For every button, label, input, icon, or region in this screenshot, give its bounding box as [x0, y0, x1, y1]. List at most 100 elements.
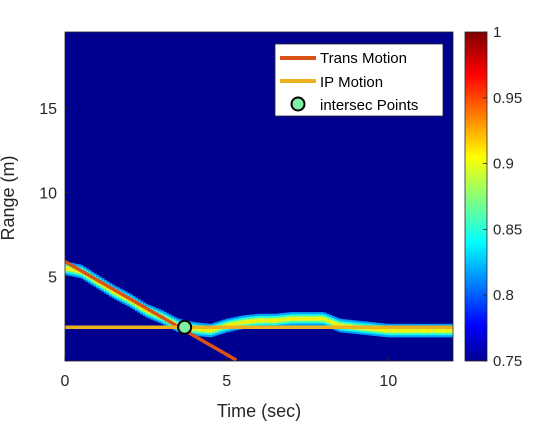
heatmap-cell-141-3 [429, 329, 433, 332]
series-layer [65, 259, 453, 361]
heatmap-cell-100-3 [323, 318, 327, 321]
heatmap-cell-102-3 [328, 320, 333, 323]
heatmap-cell-103-3 [331, 321, 335, 324]
heatmap-cell-73-3 [253, 319, 258, 323]
heatmap-cell-87-3 [290, 317, 294, 321]
heatmap-cell-63-3 [227, 323, 232, 327]
colorbar-tick-label-0: 0.75 [493, 353, 522, 370]
heatmap-cell-51-3 [196, 328, 201, 331]
heatmap-cell-92-3 [302, 317, 307, 321]
heatmap-cell-0-3 [65, 267, 69, 270]
x-tick-label-0: 0 [61, 373, 70, 390]
heatmap-cell-122-3 [380, 328, 384, 332]
heatmap-cell-76-3 [261, 319, 265, 322]
y-axis-ticks: 5 10 15 [39, 101, 69, 287]
heatmap-cell-145-3 [440, 329, 444, 332]
heatmap-cell-101-3 [326, 319, 330, 322]
heatmap-cell-119-3 [372, 327, 376, 331]
colorbar-tick-label-3: 0.9 [493, 156, 514, 173]
heatmap-cell-105-3 [336, 323, 340, 326]
heatmap-cell-67-3 [238, 321, 242, 325]
heatmap-cell-127-3 [393, 329, 397, 332]
heatmap-cell-4-3 [75, 269, 79, 272]
y-tick-label-2: 15 [39, 101, 57, 118]
heatmap-cell-31-3 [145, 309, 149, 312]
heatmap-cell-96-3 [313, 317, 317, 321]
colorbar-tick-label-1: 0.8 [493, 287, 514, 304]
plot-frame [64, 31, 454, 362]
heatmap-cell-128-3 [396, 329, 400, 332]
heatmap-cell-104-3 [334, 322, 338, 325]
legend-intersec-label: intersec Points [320, 97, 418, 114]
heatmap-cell-136-3 [416, 329, 420, 332]
heatmap-cell-130-3 [401, 329, 405, 332]
heatmap-cell-17-3 [108, 288, 113, 291]
heatmap-cell-90-3 [297, 317, 301, 321]
heatmap-cell-65-3 [233, 322, 237, 326]
trans-motion-line [65, 259, 238, 361]
heatmap-cell-121-3 [377, 328, 382, 331]
heatmap-cell-132-3 [406, 329, 410, 332]
heatmap-cell-75-3 [259, 319, 263, 322]
heatmap-cell-77-3 [264, 319, 268, 322]
heatmap-cell-50-3 [194, 327, 198, 331]
heatmap-cell-30-3 [142, 307, 146, 311]
heatmap-cell-144-3 [437, 329, 441, 332]
heatmap-cell-70-3 [246, 320, 250, 323]
heatmap-cell-83-3 [279, 318, 283, 322]
heatmap-cell-19-3 [114, 291, 118, 295]
colorbar-tick-label-2: 0.85 [493, 221, 522, 238]
heatmap-cell-137-3 [419, 329, 423, 332]
colorbar-tick-label-4: 0.95 [493, 90, 522, 107]
heatmap-cell-88-3 [292, 317, 296, 321]
heatmap-cell-78-3 [266, 319, 270, 322]
heatmap-cell-148-3 [447, 329, 452, 332]
heatmap-cell-123-3 [383, 329, 387, 332]
heatmap-cell-56-3 [209, 329, 214, 332]
heatmap-cell-140-3 [427, 329, 431, 332]
y-tick-label-0: 5 [48, 270, 57, 287]
y-tick-label-1: 10 [39, 185, 57, 202]
heatmap-cell-84-3 [282, 318, 286, 321]
heatmap-cell-86-3 [287, 317, 291, 321]
heatmap-cell-72-3 [251, 320, 255, 323]
heatmap-cell-99-3 [321, 317, 325, 321]
heatmap-cell-98-3 [318, 317, 322, 321]
heatmap-cell-143-3 [434, 329, 439, 332]
heatmap-cell-2-3 [70, 268, 74, 271]
heatmap-cell-57-3 [212, 328, 216, 331]
legend-intersec-marker [290, 96, 306, 112]
heatmap-cell-79-3 [269, 319, 273, 322]
heatmap-cell-69-3 [243, 320, 247, 324]
heatmap-cell-120-3 [375, 328, 379, 331]
x-axis-ticks: 0 5 10 [61, 357, 397, 390]
heatmap-cell-131-3 [403, 329, 408, 332]
heatmap-cell-85-3 [284, 318, 289, 321]
heatmap-cell-139-3 [424, 329, 428, 332]
heatmap-cell-134-3 [411, 329, 415, 332]
heatmap-cell-55-3 [207, 329, 211, 332]
heatmap-cell-133-3 [409, 329, 413, 332]
heatmap-cell-52-3 [199, 328, 203, 331]
heatmap-cell-80-3 [271, 319, 276, 322]
colorbar-ticks: 0.75 0.8 0.85 0.9 0.95 1 [483, 24, 522, 370]
heatmap-cell-146-3 [442, 329, 446, 332]
heatmap-cell-68-3 [240, 321, 245, 324]
heatmap-cell-93-3 [305, 317, 309, 321]
x-tick-label-2: 10 [379, 373, 397, 390]
heatmap-cell-54-3 [204, 328, 208, 332]
heatmap-cell-135-3 [414, 329, 418, 332]
heatmap-cell-53-3 [202, 328, 206, 332]
legend-ip-motion-label: IP Motion [320, 74, 383, 91]
heatmap-cell-142-3 [432, 329, 436, 332]
heatmap-cell-1-3 [67, 267, 71, 271]
heatmap-cell-66-3 [235, 322, 239, 325]
x-axis-label: Time (sec) [217, 401, 301, 421]
heatmap-cell-82-3 [277, 318, 281, 322]
heatmap-cell-125-3 [388, 329, 392, 332]
heatmap-cell-95-3 [310, 317, 314, 321]
legend: Trans Motion IP Motion intersec Points [274, 43, 444, 117]
heatmap-cell-138-3 [421, 329, 426, 332]
intersec-point-0 [177, 319, 193, 335]
